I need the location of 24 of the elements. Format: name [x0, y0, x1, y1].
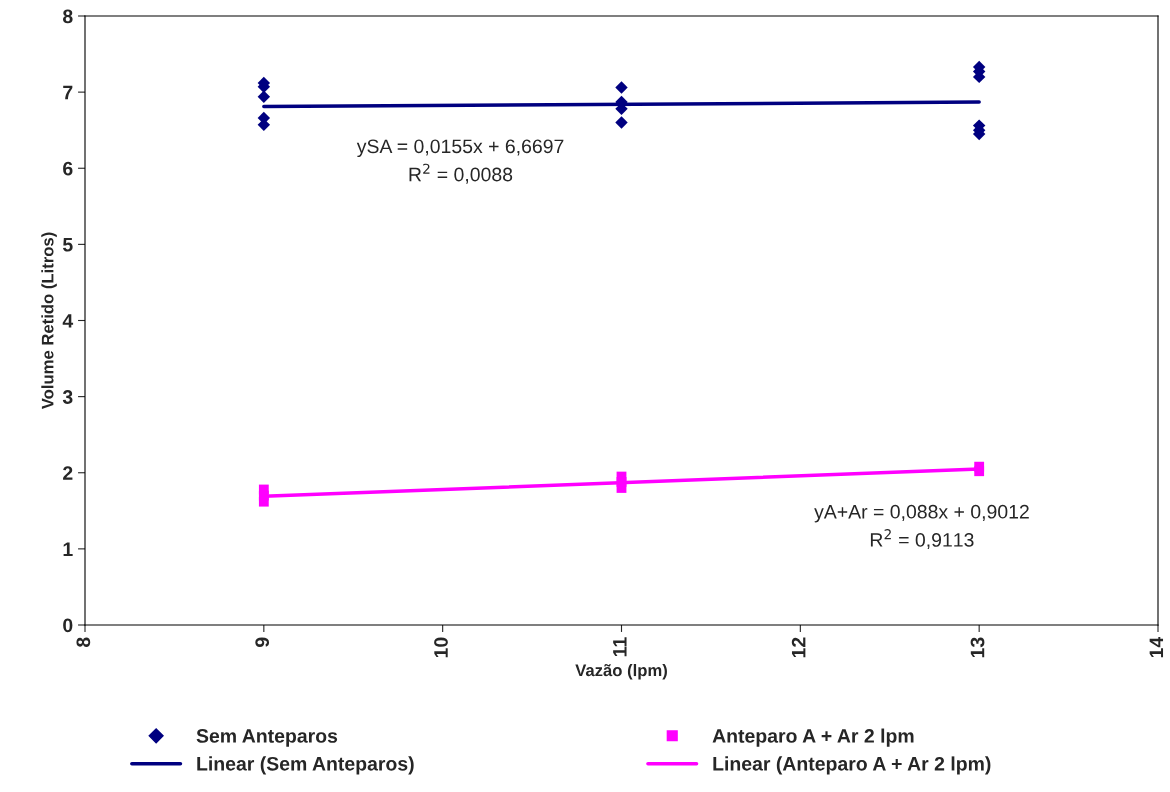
legend-label: Linear (Sem Anteparos)	[197, 756, 414, 775]
x-tick-label: 13	[970, 637, 985, 658]
y-axis-title: Volume Retido (Litros)	[41, 232, 57, 410]
y-tick-label: 0	[63, 618, 73, 633]
legend-label: Sem Anteparos	[196, 729, 338, 747]
annotation: yA+Ar = 0,088x + 0,9012 R$^{2}$ = 0,9113	[814, 504, 1029, 550]
y-tick-label: 7	[63, 85, 73, 100]
legend-label: Anteparo A + Ar 2 lpm	[712, 728, 914, 747]
x-tick-label: 8	[76, 637, 91, 647]
y-tick-label: 3	[62, 390, 73, 404]
y-tick-label: 1	[63, 542, 73, 556]
x-tick-label: 14	[1149, 636, 1164, 658]
y-tick-label: 4	[62, 314, 74, 328]
y-tick-label: 8	[63, 9, 73, 24]
x-tick-label: 9	[255, 637, 270, 647]
x-tick-label: 12	[791, 637, 806, 658]
annotation: ySA = 0,0155x + 6,6697 R$^{2}$ = 0,0088	[356, 139, 564, 184]
x-axis-title: Vazão (lpm)	[575, 663, 667, 680]
x-tick-label: 11	[613, 637, 627, 657]
legend-label: Linear (Anteparo A + Ar 2 lpm)	[713, 756, 991, 775]
x-tick-label: 10	[434, 637, 448, 658]
y-tick-label: 5	[62, 238, 73, 252]
y-tick-label: 6	[63, 161, 73, 176]
y-tick-label: 2	[63, 466, 73, 480]
